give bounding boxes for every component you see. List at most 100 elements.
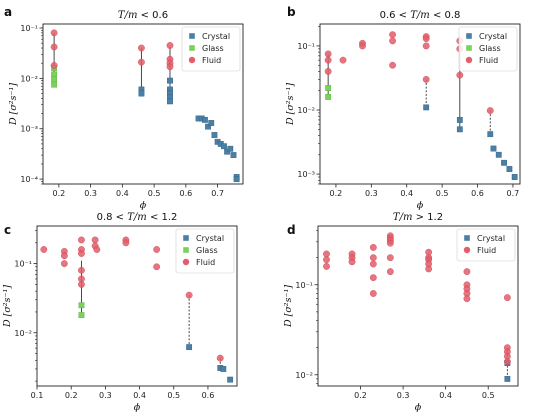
legend: Crystal Glass Fluid — [175, 228, 235, 274]
x-tick-label: 0.5 — [436, 189, 449, 198]
x-tick-label: 0.2 — [65, 391, 78, 400]
point-fluid — [369, 254, 377, 262]
panel-c: c 0.8 < T/m < 1.2 0.1 0.2 0.3 0.4 0.5 0.6 10⁻² 10… — [2, 212, 238, 413]
point-fluid — [503, 358, 511, 366]
point-fluid — [348, 258, 356, 266]
point-glass — [78, 312, 85, 319]
point-fluid — [386, 254, 394, 262]
y-tick-label: 10⁻³ — [20, 125, 38, 134]
point-crystal — [227, 376, 234, 383]
legend-marker-glass — [466, 45, 472, 51]
point-fluid — [463, 268, 471, 276]
x-tick-label: 0.5 — [148, 189, 161, 198]
point-crystal — [501, 159, 507, 166]
point-crystal — [186, 344, 193, 351]
point-crystal — [202, 116, 208, 123]
point-crystal — [138, 90, 145, 97]
panel-d: d T/m > 1.2 0.2 0.3 0.4 0.5 10⁻² 10⁻¹ ϕ D [σ²s⁻¹]… — [283, 212, 519, 413]
legend-marker-fluid — [463, 246, 471, 254]
point-crystal — [504, 375, 511, 382]
point-crystal — [456, 117, 463, 123]
point-crystal — [224, 148, 231, 155]
y-tick-label: 10⁻² — [14, 329, 32, 338]
y-tick-label: 10⁻³ — [297, 170, 315, 179]
point-fluid — [422, 76, 430, 83]
x-axis-label: ϕ — [140, 200, 147, 211]
point-fluid — [389, 31, 396, 39]
point-fluid — [153, 263, 161, 271]
panel-letter: d — [287, 223, 296, 237]
point-crystal — [487, 131, 494, 138]
point-crystal — [495, 151, 502, 158]
point-crystal — [208, 120, 215, 126]
point-fluid — [216, 354, 224, 362]
point-fluid — [166, 63, 174, 71]
point-crystal — [423, 104, 430, 111]
point-fluid — [386, 239, 394, 247]
x-tick-label: 0.3 — [365, 189, 378, 198]
x-tick-label: 0.3 — [99, 391, 112, 400]
x-tick-label: 0.5 — [482, 391, 495, 400]
data-layer — [324, 31, 518, 180]
legend-box — [458, 26, 518, 72]
point-fluid — [422, 35, 430, 43]
legend-box — [181, 26, 241, 72]
panel-a-title: T/m < 0.6 — [118, 10, 168, 21]
point-crystal — [456, 126, 463, 133]
point-fluid — [50, 29, 58, 37]
y-tick-label: 10⁻¹ — [14, 260, 32, 269]
point-fluid — [323, 256, 330, 264]
legend-label-crystal: Crystal — [196, 234, 224, 243]
legend-label-fluid: Fluid — [196, 258, 215, 267]
data-layer — [40, 236, 234, 383]
legend-label-crystal: Crystal — [479, 32, 507, 41]
x-tick-label: 0.7 — [211, 189, 224, 198]
point-crystal — [167, 98, 173, 105]
point-fluid — [91, 236, 99, 244]
x-tick-label: 0.2 — [330, 189, 343, 198]
point-crystal — [205, 123, 211, 130]
point-fluid — [503, 294, 511, 302]
legend: Crystal Fluid — [456, 228, 516, 262]
point-crystal — [230, 152, 237, 158]
point-fluid — [185, 291, 193, 299]
y-axis-label: D [σ²s⁻¹] — [285, 83, 296, 126]
point-fluid — [389, 37, 396, 45]
point-crystal — [221, 143, 227, 150]
point-crystal — [227, 145, 234, 152]
point-glass — [78, 302, 85, 309]
point-fluid — [324, 50, 332, 58]
plot-frame — [319, 23, 521, 185]
x-tick-label: 0.4 — [116, 189, 129, 198]
legend-marker-crystal — [464, 235, 470, 241]
point-fluid — [138, 58, 145, 66]
point-fluid — [369, 260, 377, 268]
point-glass — [51, 71, 58, 78]
point-fluid — [369, 274, 377, 282]
x-tick-label: 0.3 — [84, 189, 97, 198]
point-fluid — [456, 71, 464, 79]
point-crystal — [490, 145, 497, 152]
x-tick-label: 0.6 — [202, 391, 215, 400]
point-fluid — [425, 265, 433, 273]
point-fluid — [324, 68, 332, 75]
legend-label-fluid: Fluid — [479, 56, 498, 65]
point-crystal — [211, 132, 218, 138]
y-tick-label: 10⁻² — [295, 371, 313, 380]
legend-label-glass: Glass — [479, 44, 501, 53]
y-tick-label: 10⁻¹ — [20, 24, 38, 33]
x-tick-label: 0.4 — [133, 391, 146, 400]
panel-c-title: 0.8 < T/m < 1.2 — [97, 212, 178, 223]
legend: Crystal Glass Fluid — [181, 26, 241, 72]
point-crystal — [506, 166, 513, 172]
point-fluid — [369, 290, 377, 297]
point-fluid — [369, 244, 377, 251]
plot-frame — [36, 225, 238, 387]
legend-marker-fluid — [465, 56, 473, 64]
legend-marker-crystal — [183, 235, 189, 241]
legend-label-crystal: Crystal — [202, 32, 230, 41]
point-crystal — [511, 174, 518, 180]
point-fluid — [166, 42, 174, 49]
x-tick-label: 0.3 — [397, 391, 410, 400]
